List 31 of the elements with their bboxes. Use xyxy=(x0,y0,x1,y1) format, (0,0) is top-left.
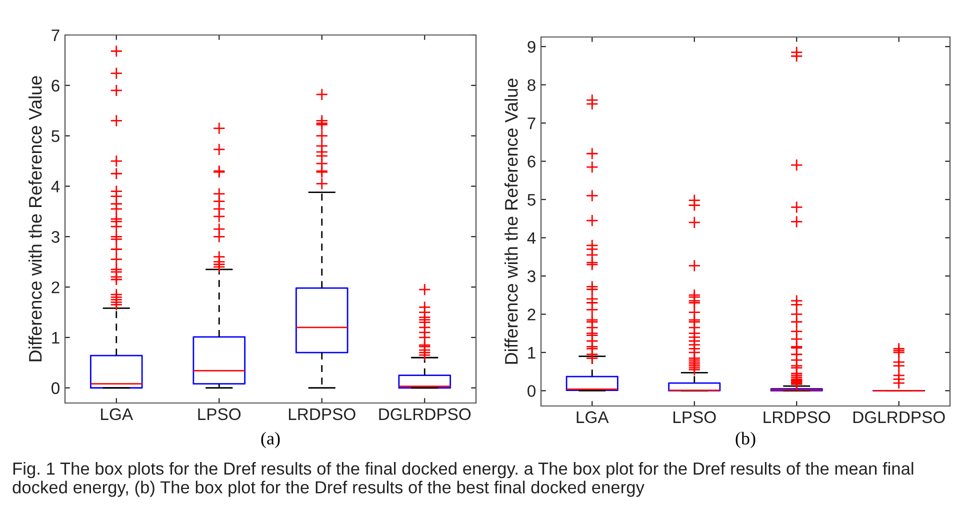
y-tick-label: 7 xyxy=(528,118,536,130)
y-tick-label: 3 xyxy=(528,270,536,282)
x-tick-label: LPSO xyxy=(674,411,716,424)
y-tick-label: 6 xyxy=(52,80,60,92)
y-tick-label: 4 xyxy=(51,180,60,192)
x-tick-label: DGLRDPSO xyxy=(853,411,945,424)
x-tick-label: LRDPSO xyxy=(764,411,830,424)
y-tick-label: 9 xyxy=(528,40,536,53)
y-tick-label: 0 xyxy=(528,385,536,397)
y-tick-label: 8 xyxy=(528,79,536,91)
y-tick-label: 4 xyxy=(527,232,536,244)
y-tick-label: 2 xyxy=(528,308,536,320)
text: (b) xyxy=(736,432,756,448)
y-axis-title: Difference with the Reference Value xyxy=(504,78,518,364)
x-tick-label: LRDPSO xyxy=(288,408,356,420)
y-tick-label: 1 xyxy=(52,332,60,344)
y-tick-label: 6 xyxy=(528,156,536,168)
x-tick-label: DGLRDPSO xyxy=(379,408,471,420)
y-tick-label: 1 xyxy=(528,347,536,359)
y-tick-label: 5 xyxy=(528,194,536,206)
y-tick-label: 7 xyxy=(52,30,60,42)
y-axis-title: Difference with the Reference Value xyxy=(28,76,42,362)
text: (a) xyxy=(261,432,280,448)
y-tick-label: 2 xyxy=(52,281,60,294)
x-tick-label: LGA xyxy=(101,408,134,420)
y-tick-label: 5 xyxy=(52,130,60,142)
x-tick-label: LGA xyxy=(576,411,609,424)
y-tick-label: 3 xyxy=(52,231,60,243)
y-tick-label: 0 xyxy=(52,382,60,394)
x-tick-label: LPSO xyxy=(198,408,241,420)
caption: Fig. 1 The box plots for the Dref results of the final docked energy. a The box plot for the Dref results of the mean final docked energy, (b) The box plot for the Dref results of the best final docked energy xyxy=(12,462,914,497)
